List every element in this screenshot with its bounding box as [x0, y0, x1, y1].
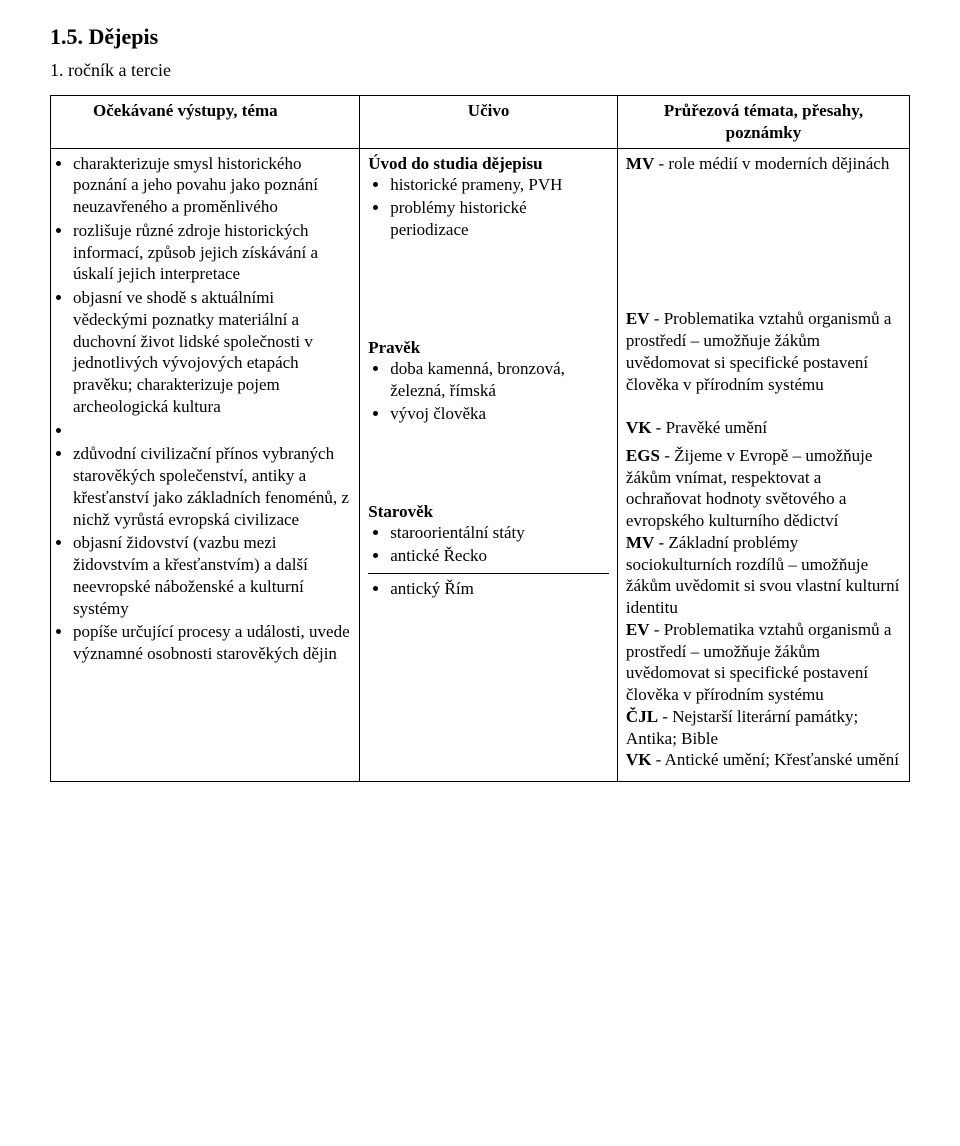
spacer — [626, 180, 901, 308]
cross-pravek: EV - Problematika vztahů organismů a pro… — [626, 308, 901, 439]
table-body-row: charakterizuje smysl historického poznán… — [51, 148, 910, 782]
cross-entry: EV - Problematika vztahů organismů a pro… — [626, 308, 901, 395]
label: VK — [626, 418, 652, 437]
list-item: vývoj člověka — [390, 403, 609, 425]
cross-entry: EV - Problematika vztahů organismů a pro… — [626, 619, 901, 706]
text: - Problematika vztahů organismů a prostř… — [626, 620, 892, 704]
cross-topics-cell: MV - role médií v moderních dějinách EV … — [617, 148, 909, 782]
cross-entry: VK - Pravěké umění — [626, 417, 901, 439]
text: - Pravěké umění — [651, 418, 767, 437]
label: ČJL — [626, 707, 658, 726]
text: - role médií v moderních dějinách — [654, 154, 889, 173]
subtitle: 1. ročník a tercie — [50, 60, 910, 81]
ucivo-starovek-title: Starověk — [368, 501, 609, 523]
label: VK — [626, 750, 652, 769]
label: EV — [626, 620, 650, 639]
cross-starovek: EGS - Žijeme v Evropě – umožňuje žákům v… — [626, 445, 901, 771]
header-col3: Průřezová témata, přesahy, poznámky — [617, 96, 909, 149]
label-mv: MV — [626, 154, 654, 173]
header-col2: Učivo — [360, 96, 618, 149]
ucivo-cell: Úvod do studia dějepisu historické prame… — [360, 148, 618, 782]
text: - Žijeme v Evropě – umožňuje žákům vníma… — [626, 446, 872, 530]
ucivo-starovek-list: staroorientální státy antické Řecko — [368, 522, 609, 567]
ucivo-pravek-title: Pravěk — [368, 337, 609, 359]
text: - Základní problémy sociokulturních rozd… — [626, 533, 899, 617]
ucivo-starovek-below: antický Řím — [368, 578, 609, 600]
list-item: rozlišuje různé zdroje historických info… — [73, 220, 351, 285]
outcomes-list: charakterizuje smysl historického poznán… — [59, 153, 351, 665]
spacer — [368, 431, 609, 501]
cross-entry: EGS - Žijeme v Evropě – umožňuje žákům v… — [626, 445, 901, 532]
text: - Antické umění; Křesťanské umění — [651, 750, 899, 769]
page: 1.5. Dějepis 1. ročník a tercie Očekávan… — [0, 0, 960, 822]
text: - Problematika vztahů organismů a prostř… — [626, 309, 892, 393]
list-item — [73, 420, 351, 442]
list-item: problémy historické periodizace — [390, 197, 609, 241]
cross-uvod: MV - role médií v moderních dějinách — [626, 153, 901, 175]
list-item: antický Řím — [390, 578, 609, 600]
list-item: staroorientální státy — [390, 522, 609, 544]
curriculum-table: Očekávané výstupy, téma Učivo Průřezová … — [50, 95, 910, 782]
section-heading: 1.5. Dějepis — [50, 24, 910, 50]
header-col1: Očekávané výstupy, téma — [51, 96, 360, 149]
label: EV — [626, 309, 650, 328]
list-item: doba kamenná, bronzová, železná, římská — [390, 358, 609, 402]
cross-entry: VK - Antické umění; Křesťanské umění — [626, 749, 901, 771]
ucivo-uvod: Úvod do studia dějepisu historické prame… — [368, 153, 609, 241]
list-item: objasní ve shodě s aktuálními vědeckými … — [73, 287, 351, 418]
ucivo-uvod-list: historické prameny, PVH problémy histori… — [368, 174, 609, 240]
cross-entry: MV - Základní problémy sociokulturních r… — [626, 532, 901, 619]
label: EGS — [626, 446, 660, 465]
ucivo-starovek: Starověk staroorientální státy antické Ř… — [368, 501, 609, 600]
ucivo-pravek: Pravěk doba kamenná, bronzová, železná, … — [368, 337, 609, 425]
label: MV — [626, 533, 654, 552]
ucivo-uvod-title: Úvod do studia dějepisu — [368, 153, 609, 175]
list-item: historické prameny, PVH — [390, 174, 609, 196]
table-header-row: Očekávané výstupy, téma Učivo Průřezová … — [51, 96, 910, 149]
text: - Nejstarší literární památky; Antika; B… — [626, 707, 858, 748]
cross-entry: ČJL - Nejstarší literární památky; Antik… — [626, 706, 901, 750]
list-item: charakterizuje smysl historického poznán… — [73, 153, 351, 218]
ucivo-pravek-list: doba kamenná, bronzová, železná, římská … — [368, 358, 609, 424]
separator-line — [368, 573, 609, 574]
expected-outcomes-cell: charakterizuje smysl historického poznán… — [51, 148, 360, 782]
spacer — [368, 247, 609, 337]
list-item: objasní židovství (vazbu mezi židovstvím… — [73, 532, 351, 619]
list-item: antické Řecko — [390, 545, 609, 567]
list-item: popíše určující procesy a události, uved… — [73, 621, 351, 665]
list-item: zdůvodní civilizační přínos vybraných st… — [73, 443, 351, 530]
